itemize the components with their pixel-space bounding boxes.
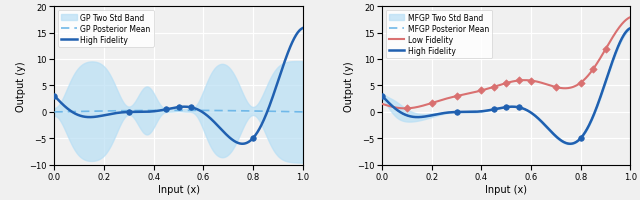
GP Posterior Mean <box>299 111 307 114</box>
Point <box>575 82 586 85</box>
High Fidelity <box>582 130 590 132</box>
GP Posterior Mean <box>175 110 182 112</box>
Line: GP Posterior Mean: GP Posterior Mean <box>54 111 303 112</box>
Point <box>600 48 611 51</box>
Low Fidelity <box>621 21 628 23</box>
MFGP Posterior Mean <box>526 111 534 114</box>
Point <box>476 89 486 93</box>
High Fidelity <box>621 33 628 35</box>
GP Posterior Mean <box>51 111 58 114</box>
GP Posterior Mean <box>199 110 207 112</box>
Point <box>49 95 60 98</box>
High Fidelity <box>513 106 520 109</box>
Point <box>489 108 499 111</box>
MFGP Posterior Mean <box>496 107 504 110</box>
Point <box>402 107 412 110</box>
High Fidelity <box>526 111 534 114</box>
Point <box>526 80 536 83</box>
Low Fidelity <box>513 80 521 82</box>
High Fidelity <box>293 33 301 35</box>
Low Fidelity <box>378 103 386 106</box>
Low Fidelity <box>401 108 409 110</box>
Point <box>248 137 258 140</box>
Line: High Fidelity: High Fidelity <box>54 29 303 144</box>
Point <box>575 137 586 140</box>
High Fidelity <box>170 107 178 109</box>
Point <box>551 86 561 89</box>
Point <box>186 106 196 109</box>
X-axis label: Input (x): Input (x) <box>157 184 200 194</box>
High Fidelity <box>185 106 193 109</box>
Point <box>513 79 524 83</box>
Low Fidelity <box>527 80 534 82</box>
Low Fidelity <box>497 84 504 86</box>
GP Posterior Mean <box>293 111 301 113</box>
High Fidelity <box>51 95 58 98</box>
Y-axis label: Output (y): Output (y) <box>17 61 26 111</box>
Legend: GP Two Std Band, GP Posterior Mean, High Fidelity: GP Two Std Band, GP Posterior Mean, High… <box>58 11 154 48</box>
Point <box>588 68 598 71</box>
Y-axis label: Output (y): Output (y) <box>344 61 354 111</box>
High Fidelity <box>299 28 307 30</box>
Low Fidelity <box>627 17 634 19</box>
MFGP Posterior Mean <box>582 130 590 132</box>
Line: MFGP Posterior Mean: MFGP Posterior Mean <box>382 29 630 144</box>
MFGP Posterior Mean <box>621 33 628 35</box>
MFGP Posterior Mean <box>627 28 634 30</box>
MFGP Posterior Mean <box>378 95 386 98</box>
MFGP Posterior Mean <box>513 106 520 109</box>
High Fidelity <box>239 143 246 145</box>
Point <box>489 86 499 89</box>
High Fidelity <box>168 107 176 110</box>
Line: Low Fidelity: Low Fidelity <box>382 18 630 109</box>
Low Fidelity <box>498 84 506 86</box>
Point <box>451 95 461 98</box>
Line: High Fidelity: High Fidelity <box>382 29 630 144</box>
Point <box>427 102 437 105</box>
GP Posterior Mean <box>255 110 262 113</box>
High Fidelity <box>378 95 386 98</box>
X-axis label: Input (x): Input (x) <box>485 184 527 194</box>
High Fidelity <box>498 107 506 109</box>
High Fidelity <box>255 130 262 132</box>
Point <box>501 106 511 109</box>
Point <box>451 111 461 114</box>
High Fidelity <box>496 107 504 110</box>
GP Posterior Mean <box>186 110 193 112</box>
MFGP Posterior Mean <box>566 143 574 145</box>
Point <box>513 106 524 109</box>
Point <box>173 106 184 109</box>
High Fidelity <box>566 143 574 145</box>
GP Posterior Mean <box>168 110 176 112</box>
High Fidelity <box>198 111 206 114</box>
Point <box>501 82 511 85</box>
MFGP Posterior Mean <box>498 107 506 109</box>
Legend: MFGP Two Std Band, MFGP Posterior Mean, Low Fidelity, High Fidelity: MFGP Two Std Band, MFGP Posterior Mean, … <box>386 11 492 58</box>
Point <box>161 108 172 111</box>
High Fidelity <box>627 28 634 30</box>
Point <box>377 95 387 98</box>
Point <box>124 111 134 114</box>
Low Fidelity <box>582 77 590 80</box>
GP Posterior Mean <box>170 110 178 112</box>
